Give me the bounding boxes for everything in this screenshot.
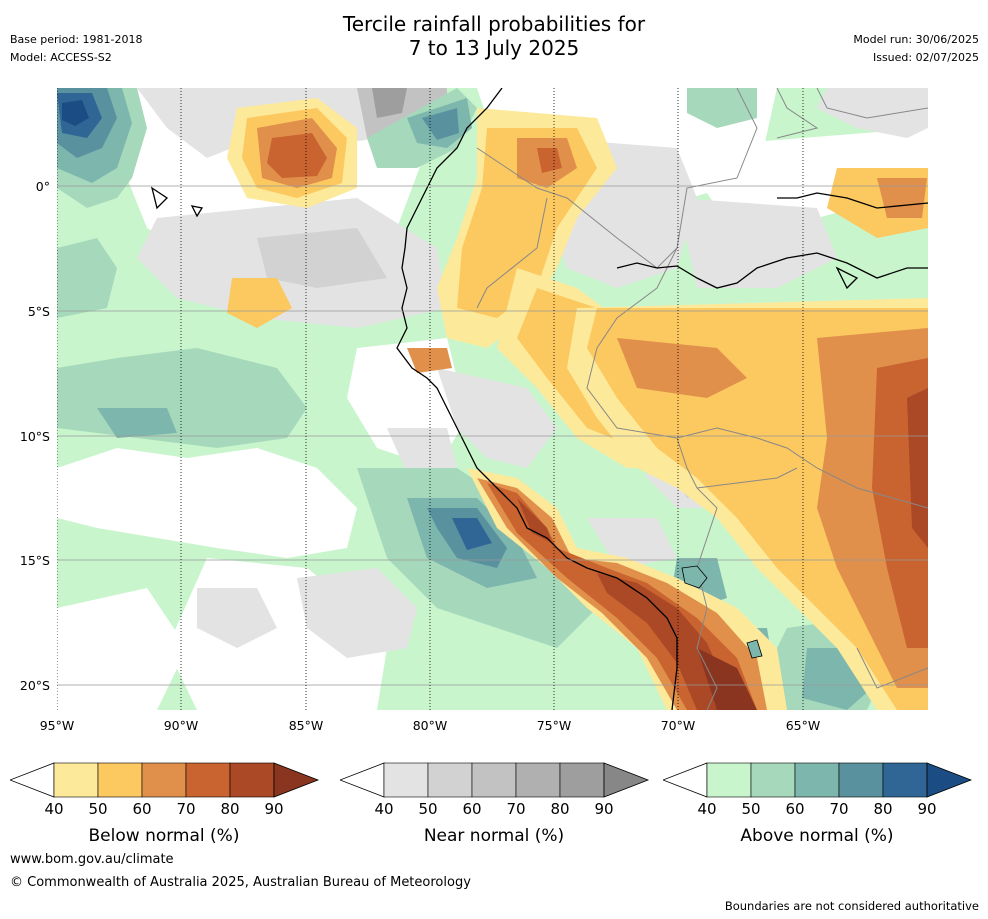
above-normal-colorbar-segment	[706, 762, 752, 798]
near-normal-tick-label: 60	[462, 800, 482, 818]
model-text: Model: ACCESS-S2	[10, 51, 112, 64]
lat-label-10s: 10°S	[19, 429, 50, 444]
above-normal-tick-label: 60	[785, 800, 805, 818]
above-normal-areas	[57, 88, 887, 710]
meta-right: Model run: 30/06/2025 Issued: 02/07/2025	[853, 31, 979, 67]
below-normal-tick-label: 90	[264, 800, 284, 818]
coastline	[150, 88, 928, 710]
below-normal-colorbar-label: Below normal (%)	[88, 826, 240, 846]
lon-label-65w: 65°W	[785, 718, 821, 733]
lon-label-95w: 95°W	[39, 718, 75, 733]
website-text: www.bom.gov.au/climate	[10, 852, 174, 867]
lat-label-15s: 15°S	[19, 553, 50, 568]
near-normal-colorbar-label: Near normal (%)	[423, 826, 565, 846]
above-normal-tick-label: 90	[917, 800, 937, 818]
below-normal-areas	[227, 98, 928, 710]
near-normal-colorbar-under-triangle	[340, 762, 385, 798]
below-normal-colorbar-segment	[53, 762, 99, 798]
lat-label-5s: 5°S	[27, 304, 50, 319]
rainfall-probability-map	[57, 88, 928, 710]
title-line-2: 7 to 13 July 2025	[408, 36, 580, 60]
above-normal-tick-label: 70	[829, 800, 849, 818]
below-normal-tick-label: 40	[44, 800, 64, 818]
near-normal-tick-label: 80	[550, 800, 570, 818]
lat-label-0: 0°	[35, 179, 50, 194]
meta-left: Base period: 1981-2018 Model: ACCESS-S2	[10, 31, 142, 67]
below-normal-colorbar-segment	[185, 762, 231, 798]
near-normal-colorbar-segment	[515, 762, 561, 798]
below-normal-tick-label: 60	[132, 800, 152, 818]
below-normal-tick-label: 70	[176, 800, 196, 818]
near-normal-tick-label: 40	[374, 800, 394, 818]
lon-label-90w: 90°W	[163, 718, 199, 733]
above-normal-tick-label: 50	[741, 800, 761, 818]
above-normal-colorbar-under-triangle	[663, 762, 708, 798]
lakes	[681, 565, 763, 659]
above-normal-colorbar-segment	[750, 762, 796, 798]
below-normal-colorbar-under-triangle	[10, 762, 55, 798]
below-normal-colorbar	[10, 762, 320, 798]
above-normal-colorbar-segment	[838, 762, 884, 798]
below-normal-colorbar-segment	[141, 762, 187, 798]
near-normal-colorbar-segment	[427, 762, 473, 798]
near-normal-colorbar	[340, 762, 650, 798]
above-normal-tick-label: 80	[873, 800, 893, 818]
above-normal-colorbar	[663, 762, 973, 798]
lat-label-20s: 20°S	[19, 678, 50, 693]
lon-label-80w: 80°W	[412, 718, 448, 733]
below-normal-tick-label: 80	[220, 800, 240, 818]
title-line-1: Tercile rainfall probabilities for	[342, 12, 646, 36]
disclaimer-text: Boundaries are not considered authoritat…	[724, 899, 979, 913]
below-normal-colorbar-over-triangle	[273, 762, 320, 798]
near-normal-colorbar-segment	[559, 762, 605, 798]
issued-text: Issued: 02/07/2025	[872, 51, 979, 64]
near-normal-colorbar-segment	[383, 762, 429, 798]
map-title: Tercile rainfall probabilities for 7 to …	[0, 12, 988, 60]
copyright-text: © Commonwealth of Australia 2025, Austra…	[10, 875, 471, 890]
near-normal-tick-label: 70	[506, 800, 526, 818]
latitude-gridlines	[57, 185, 928, 686]
lon-label-70w: 70°W	[660, 718, 696, 733]
above-normal-tick-label: 40	[697, 800, 717, 818]
below-normal-colorbar-segment	[229, 762, 275, 798]
below-normal-tick-label: 50	[88, 800, 108, 818]
above-normal-colorbar-over-triangle	[926, 762, 973, 798]
near-normal-colorbar-segment	[471, 762, 517, 798]
above-normal-colorbar-segment	[794, 762, 840, 798]
above-normal-colorbar-segment	[882, 762, 928, 798]
below-normal-colorbar-segment	[97, 762, 143, 798]
near-normal-tick-label: 50	[418, 800, 438, 818]
lon-label-85w: 85°W	[288, 718, 324, 733]
above-normal-colorbar-label: Above normal (%)	[740, 826, 894, 846]
model-run-text: Model run: 30/06/2025	[853, 33, 979, 46]
near-normal-colorbar-over-triangle	[603, 762, 650, 798]
lon-label-75w: 75°W	[536, 718, 572, 733]
near-normal-tick-label: 90	[594, 800, 614, 818]
base-period-text: Base period: 1981-2018	[10, 33, 143, 46]
